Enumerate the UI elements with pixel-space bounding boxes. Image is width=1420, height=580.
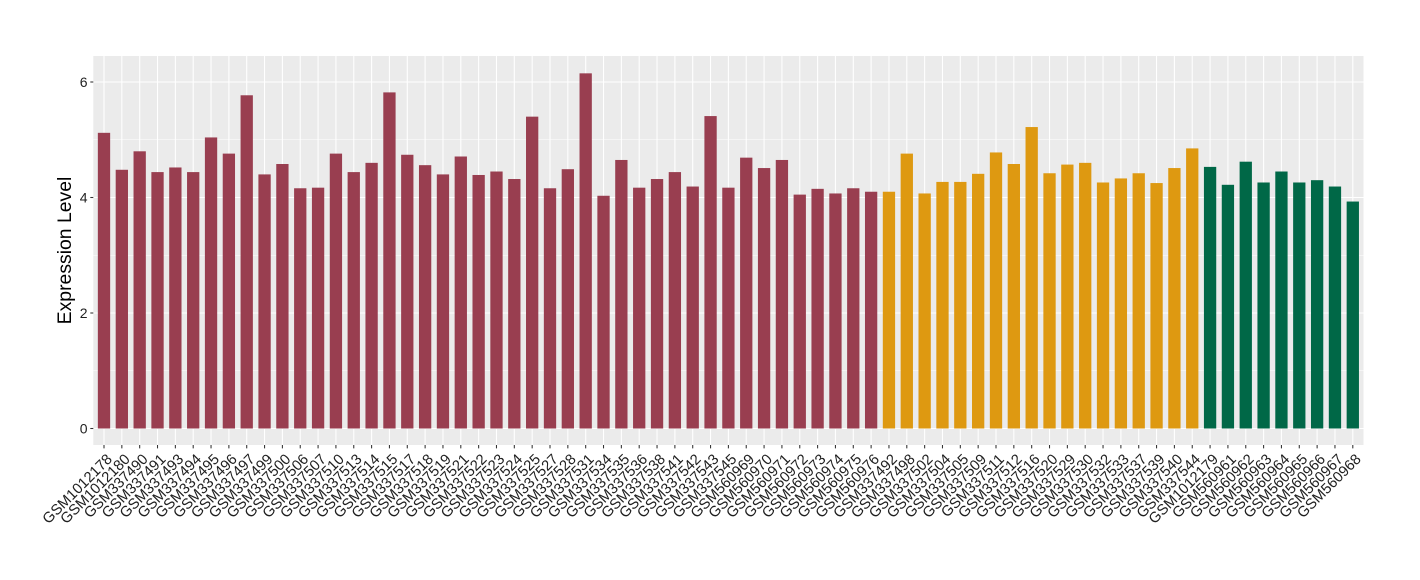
svg-text:2: 2 — [80, 305, 88, 321]
svg-text:0: 0 — [80, 421, 88, 437]
svg-text:4: 4 — [80, 190, 88, 206]
svg-text:6: 6 — [80, 74, 88, 90]
svg-text:Expression Level: Expression Level — [54, 177, 76, 325]
